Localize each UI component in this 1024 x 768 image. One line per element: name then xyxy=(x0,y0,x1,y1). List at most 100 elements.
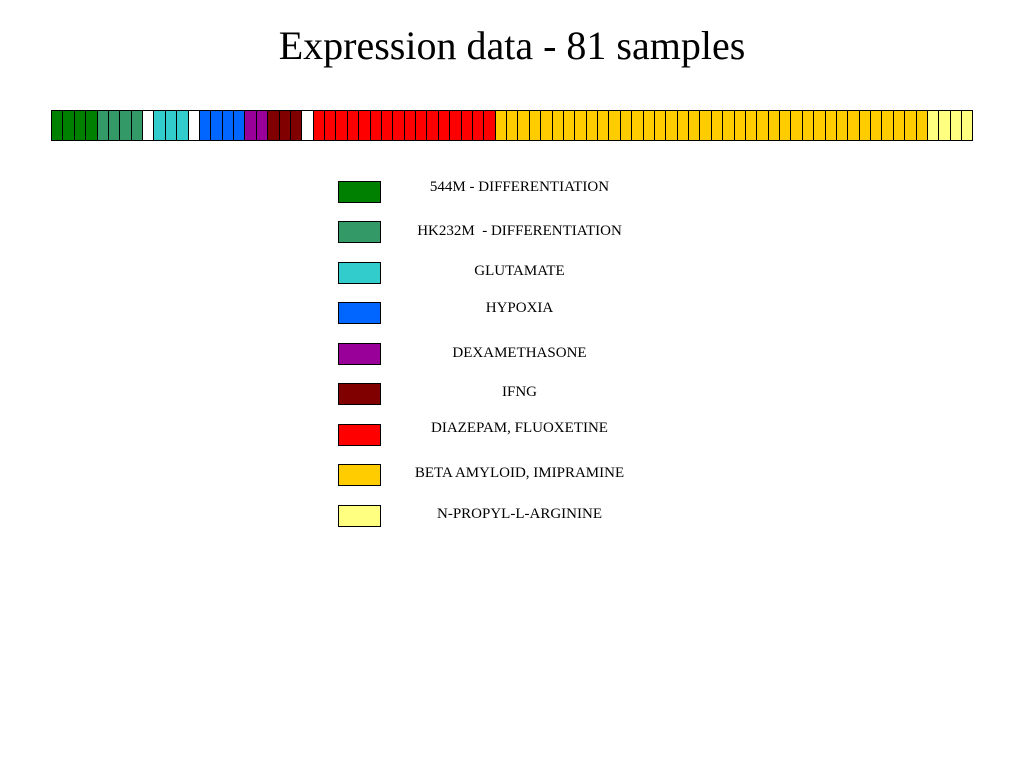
legend-item-hk232m: HK232M - DIFFERENTIATION xyxy=(338,221,658,243)
legend-swatch xyxy=(338,302,381,324)
sample-cell-diaz xyxy=(370,110,382,141)
sample-cell-beta xyxy=(609,110,621,141)
sample-cell-beta xyxy=(825,110,837,141)
sample-cell-dex xyxy=(245,110,257,141)
sample-cell-diaz xyxy=(438,110,451,141)
sample-cell-beta xyxy=(654,110,667,141)
legend: 544M - DIFFERENTIATION HK232M - DIFFERENT… xyxy=(338,0,658,768)
sample-cell-beta xyxy=(518,110,530,141)
legend-swatch xyxy=(338,262,381,284)
sample-cell-diaz xyxy=(484,110,496,141)
legend-label: IFNG xyxy=(501,384,537,400)
legend-label: DIAZEPAM, FLUOXETINE xyxy=(431,420,608,436)
sample-cell-diaz xyxy=(416,110,428,141)
sample-cell-npla xyxy=(927,110,940,141)
sample-bar xyxy=(51,110,974,141)
sample-cell-hyp xyxy=(199,110,212,141)
legend-swatch xyxy=(338,424,381,446)
sample-cell-diaz xyxy=(404,110,416,141)
sample-cell-diaz xyxy=(313,110,325,141)
legend-label: HYPOXIA xyxy=(485,300,554,316)
sample-cell-glut xyxy=(177,110,189,141)
sample-cell-glut xyxy=(165,110,178,141)
sample-cell-beta xyxy=(905,110,917,141)
sample-cell-beta xyxy=(529,110,542,141)
sample-cell-hk232m xyxy=(120,110,132,141)
sample-cell-hk232m xyxy=(131,110,143,141)
sample-cell-npla xyxy=(962,110,974,141)
legend-swatch xyxy=(338,221,381,243)
legend-swatch xyxy=(338,505,381,527)
legend-label: GLUTAMATE xyxy=(474,263,565,279)
sample-cell-beta xyxy=(586,110,598,141)
sample-cell-hyp xyxy=(234,110,246,141)
sample-cell-ifng xyxy=(290,110,303,141)
sample-cell-beta xyxy=(791,110,803,141)
sample-cell-beta xyxy=(734,110,746,141)
sample-cell-ifng xyxy=(268,110,280,141)
sample-cell-diaz xyxy=(381,110,394,141)
sample-cell-beta xyxy=(859,110,871,141)
sample-cell-beta xyxy=(814,110,826,141)
legend-item-hyp: HYPOXIA xyxy=(338,300,658,324)
legend-item-diaz: DIAZEPAM, FLUOXETINE xyxy=(338,420,658,446)
sample-cell-beta xyxy=(757,110,769,141)
sample-cell-diaz xyxy=(427,110,439,141)
sample-cell-beta xyxy=(507,110,519,141)
sample-cell-ifng xyxy=(279,110,291,141)
legend-label: HK232M - DIFFERENTIATION xyxy=(417,223,622,239)
sample-cell-diaz xyxy=(461,110,473,141)
legend-item-544m: 544M - DIFFERENTIATION xyxy=(338,179,658,203)
legend-label: N-PROPYL-L-ARGININE xyxy=(437,506,602,522)
sample-cell-diaz xyxy=(325,110,337,141)
sample-cell-diaz xyxy=(359,110,371,141)
sample-cell-544m xyxy=(86,110,98,141)
sample-cell-hk232m xyxy=(97,110,109,141)
sample-cell-beta xyxy=(598,110,610,141)
sample-cell-beta xyxy=(677,110,689,141)
sample-cell-dex xyxy=(256,110,269,141)
sample-cell-beta xyxy=(768,110,780,141)
sample-cell-beta xyxy=(723,110,735,141)
sample-cell-beta xyxy=(802,110,815,141)
legend-item-beta: BETA AMYLOID, IMIPRAMINE xyxy=(338,464,658,486)
sample-cell-blank xyxy=(188,110,200,141)
sample-cell-beta xyxy=(916,110,928,141)
sample-cell-beta xyxy=(666,110,678,141)
sample-cell-beta xyxy=(711,110,724,141)
sample-cell-beta xyxy=(541,110,553,141)
sample-cell-beta xyxy=(780,110,792,141)
sample-cell-hk232m xyxy=(108,110,121,141)
legend-swatch xyxy=(338,181,381,203)
sample-cell-beta xyxy=(552,110,564,141)
legend-label: DEXAMETHASONE xyxy=(452,345,587,361)
legend-label: BETA AMYLOID, IMIPRAMINE xyxy=(414,465,625,481)
legend-item-glut: GLUTAMATE xyxy=(338,262,658,284)
sample-cell-544m xyxy=(74,110,87,141)
legend-item-npla: N-PROPYL-L-ARGININE xyxy=(338,505,658,527)
sample-cell-beta xyxy=(893,110,906,141)
legend-swatch xyxy=(338,383,381,405)
sample-cell-hyp xyxy=(211,110,223,141)
sample-cell-blank xyxy=(302,110,314,141)
sample-cell-beta xyxy=(700,110,712,141)
sample-cell-beta xyxy=(643,110,655,141)
sample-cell-npla xyxy=(950,110,962,141)
legend-item-ifng: IFNG xyxy=(338,383,658,405)
sample-cell-beta xyxy=(495,110,507,141)
sample-cell-hyp xyxy=(222,110,234,141)
legend-item-dex: DEXAMETHASONE xyxy=(338,343,658,365)
sample-cell-544m xyxy=(63,110,75,141)
sample-cell-diaz xyxy=(336,110,348,141)
sample-cell-npla xyxy=(939,110,951,141)
legend-swatch xyxy=(338,464,381,486)
sample-cell-beta xyxy=(632,110,644,141)
sample-cell-544m xyxy=(52,110,64,141)
sample-cell-beta xyxy=(745,110,758,141)
sample-cell-beta xyxy=(575,110,587,141)
sample-cell-diaz xyxy=(393,110,405,141)
sample-cell-blank xyxy=(143,110,155,141)
sample-cell-beta xyxy=(836,110,849,141)
sample-cell-glut xyxy=(154,110,166,141)
sample-cell-beta xyxy=(620,110,633,141)
